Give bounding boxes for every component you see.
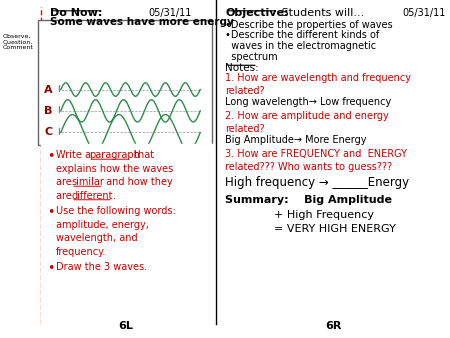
- Text: paragraph: paragraph: [89, 150, 140, 161]
- Text: that: that: [131, 150, 154, 161]
- Text: Long wavelength→ Low frequency: Long wavelength→ Low frequency: [225, 97, 391, 107]
- Text: Do Now:: Do Now:: [50, 8, 102, 19]
- Text: explains how the waves: explains how the waves: [56, 164, 174, 174]
- Text: and how they: and how they: [104, 177, 173, 188]
- FancyBboxPatch shape: [38, 20, 211, 145]
- Text: Summary:    Big Amplitude: Summary: Big Amplitude: [225, 195, 392, 206]
- Text: I: I: [58, 128, 60, 137]
- Text: I: I: [58, 106, 60, 115]
- Bar: [40, 144, 214, 324]
- Text: Notes:: Notes:: [225, 63, 259, 73]
- Text: related?: related?: [225, 86, 265, 96]
- Text: •Describe the different kinds of: •Describe the different kinds of: [225, 30, 379, 41]
- Text: •: •: [47, 262, 54, 275]
- Text: •Describe the properties of waves: •Describe the properties of waves: [225, 20, 392, 30]
- Text: related??? Who wants to guess???: related??? Who wants to guess???: [225, 162, 392, 172]
- Text: .: .: [113, 191, 116, 201]
- Text: 3. How are FREQUENCY and  ENERGY: 3. How are FREQUENCY and ENERGY: [225, 149, 407, 159]
- Text: spectrum: spectrum: [225, 52, 278, 62]
- Text: 6L: 6L: [118, 320, 134, 331]
- Text: Some waves have more energy: Some waves have more energy: [50, 17, 233, 27]
- Text: A: A: [44, 84, 53, 95]
- Text: + High Frequency: + High Frequency: [225, 210, 374, 220]
- Text: amplitude, energy,: amplitude, energy,: [56, 220, 149, 230]
- Text: Objective:: Objective:: [225, 8, 288, 19]
- Text: related?: related?: [225, 124, 265, 134]
- Text: wavelength, and: wavelength, and: [56, 233, 138, 243]
- Text: = VERY HIGH ENERGY: = VERY HIGH ENERGY: [225, 224, 396, 234]
- Text: Use the following words:: Use the following words:: [56, 206, 176, 216]
- Text: waves in the electromagnetic: waves in the electromagnetic: [225, 41, 376, 51]
- Text: Draw the 3 waves.: Draw the 3 waves.: [56, 262, 148, 272]
- Text: different: different: [71, 191, 112, 201]
- Text: 05/31/11: 05/31/11: [148, 8, 192, 19]
- Text: Students will...: Students will...: [278, 8, 365, 19]
- Text: 6R: 6R: [325, 320, 341, 331]
- Text: C: C: [44, 127, 52, 138]
- Text: •: •: [47, 206, 54, 219]
- Text: similar: similar: [71, 177, 104, 188]
- Text: Write a: Write a: [56, 150, 94, 161]
- Text: Big Amplitude→ More Energy: Big Amplitude→ More Energy: [225, 135, 366, 145]
- Text: frequency.: frequency.: [56, 247, 107, 257]
- Text: I: I: [58, 85, 60, 94]
- Text: are: are: [56, 191, 75, 201]
- Text: B: B: [44, 106, 53, 116]
- Text: 2. How are amplitude and energy: 2. How are amplitude and energy: [225, 111, 389, 121]
- Text: 1. How are wavelength and frequency: 1. How are wavelength and frequency: [225, 73, 411, 83]
- Text: High frequency → ______Energy: High frequency → ______Energy: [225, 176, 409, 189]
- Text: •: •: [47, 150, 54, 163]
- Text: 05/31/11: 05/31/11: [403, 8, 446, 19]
- Text: are: are: [56, 177, 75, 188]
- Text: Observe,
Question,
Comment: Observe, Question, Comment: [2, 34, 33, 50]
